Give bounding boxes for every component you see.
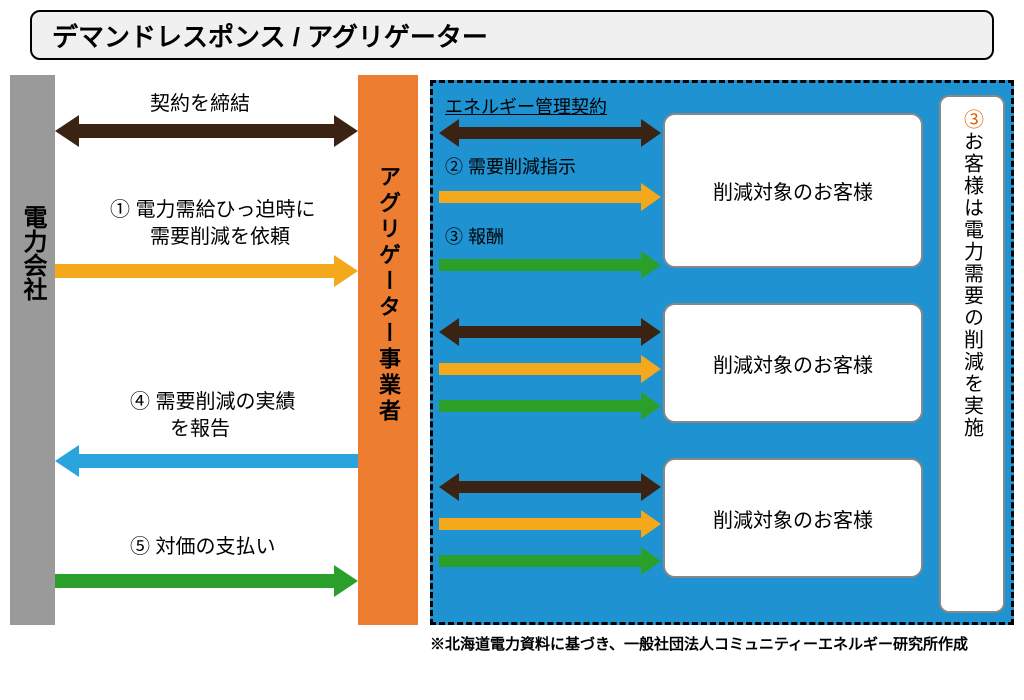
label-report-l2: を報告 — [170, 412, 230, 441]
label-instruct: ② 需要削減指示 — [445, 153, 576, 179]
arrow-contract — [55, 115, 358, 147]
label-reward: ③ 報酬 — [445, 223, 504, 249]
arrow-set1-2 — [439, 183, 661, 211]
arrow-payment — [55, 565, 358, 597]
arrow-report — [55, 445, 358, 477]
arrow-request — [55, 255, 358, 287]
title-text: デマンドレスポンス / アグリゲーター — [52, 17, 488, 54]
label-payment: ⑤ 対価の支払い — [130, 530, 276, 559]
customer-box-3: 削減対象のお客様 — [663, 458, 923, 578]
customer-label-3: 削減対象のお客様 — [713, 504, 873, 533]
title-box: デマンドレスポンス / アグリゲーター — [30, 10, 994, 60]
customer-area: エネルギー管理契約 ② 需要削減指示 ③ 報酬 — [430, 80, 1014, 625]
diagram-area: 電力会社 アグリゲーター事業者 契約を締結 ① 電力需給ひっ迫時に 需要削減を依… — [0, 75, 1024, 655]
arrow-set3-2 — [439, 510, 661, 538]
label-request-l2: 需要削減を依頼 — [150, 220, 290, 249]
arrow-set1-3 — [439, 251, 661, 279]
label-contract: 契約を締結 — [150, 87, 250, 116]
customer-box-1: 削減対象のお客様 — [663, 113, 923, 268]
arrow-set1-1 — [439, 119, 661, 147]
customer-action-text: ③お客様は電力需要の削減を実施 — [958, 109, 987, 439]
arrow-set2-1 — [439, 318, 661, 346]
label-energy-contract: エネルギー管理契約 — [445, 93, 607, 119]
arrow-set3-1 — [439, 473, 661, 501]
arrow-set2-2 — [439, 355, 661, 383]
customer-label-1: 削減対象のお客様 — [713, 176, 873, 205]
label-report-l1: ④ 需要削減の実績 — [130, 385, 296, 414]
footnote: ※北海道電力資料に基づき、一般社団法人コミュニティーエネルギー研究所作成 — [430, 633, 968, 654]
aggregator-column: アグリゲーター事業者 — [358, 75, 418, 625]
arrow-set3-3 — [439, 547, 661, 575]
customer-action-box: ③お客様は電力需要の削減を実施 — [939, 95, 1005, 613]
aggregator-label: アグリゲーター事業者 — [372, 165, 404, 425]
customer-label-2: 削減対象のお客様 — [713, 349, 873, 378]
arrow-set2-3 — [439, 392, 661, 420]
label-request-l1: ① 電力需給ひっ迫時に — [110, 193, 316, 222]
power-company-label: 電力会社 — [15, 205, 50, 301]
power-company-column: 電力会社 — [10, 75, 55, 625]
customer-box-2: 削減対象のお客様 — [663, 303, 923, 423]
